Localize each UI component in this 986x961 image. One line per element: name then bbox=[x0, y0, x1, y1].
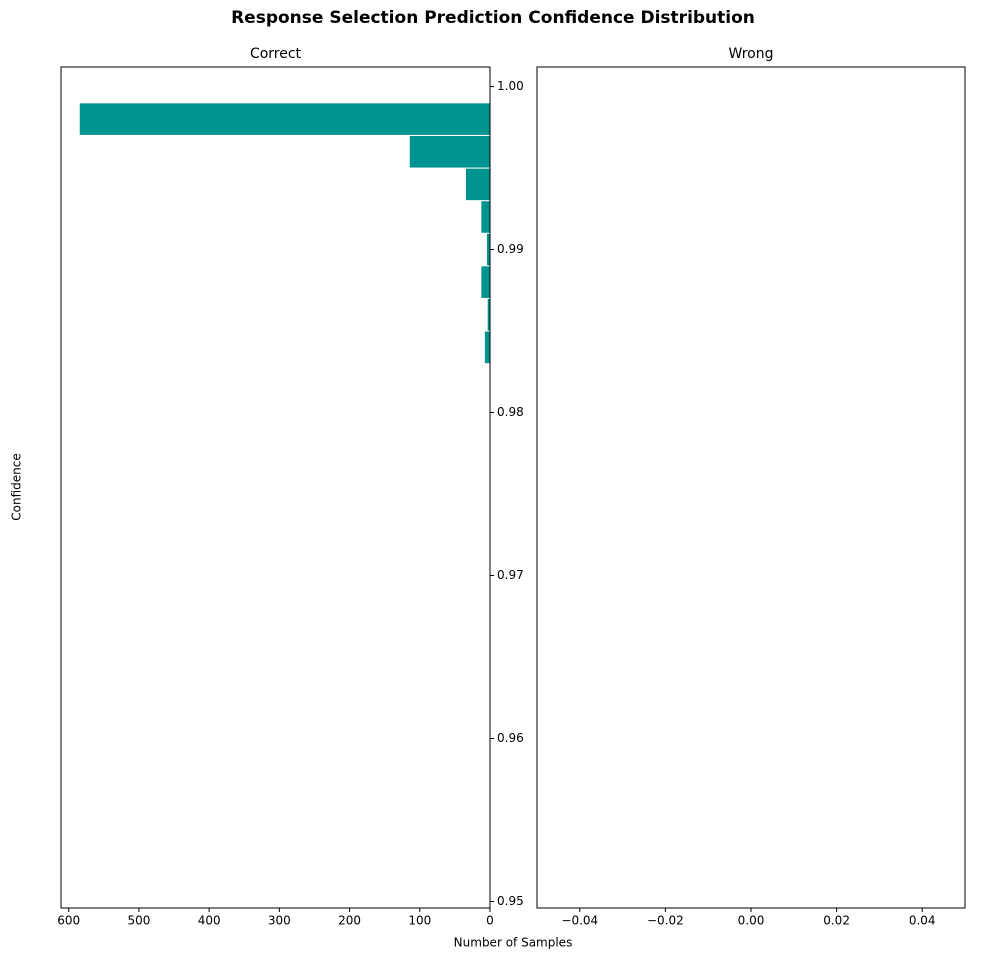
y-tick-label: 0.98 bbox=[497, 405, 524, 419]
bar bbox=[408, 134, 491, 169]
bar bbox=[480, 265, 491, 299]
bar bbox=[480, 200, 491, 234]
bar bbox=[464, 167, 491, 202]
x-tick-label: 300 bbox=[268, 914, 291, 928]
y-tick-label: 0.96 bbox=[497, 731, 524, 745]
x-tick-label: 0.00 bbox=[738, 914, 765, 928]
x-tick-label: 600 bbox=[57, 914, 80, 928]
x-tick-label: 200 bbox=[338, 914, 361, 928]
x-tick-label: −0.02 bbox=[647, 914, 684, 928]
bar bbox=[483, 330, 491, 365]
x-tick-label: 100 bbox=[408, 914, 431, 928]
panel-title: Wrong bbox=[729, 46, 774, 62]
plot-frame bbox=[60, 66, 491, 909]
y-tick-label: 0.97 bbox=[497, 568, 524, 582]
x-tick-label: 500 bbox=[127, 914, 150, 928]
x-axis-label: Number of Samples bbox=[454, 936, 573, 950]
x-tick-label: 0 bbox=[486, 914, 494, 928]
y-axis-label: Confidence bbox=[10, 453, 24, 520]
figure-title: Response Selection Prediction Confidence… bbox=[231, 8, 755, 28]
x-tick-label: 400 bbox=[198, 914, 221, 928]
y-tick-label: 1.00 bbox=[497, 79, 524, 93]
y-tick-label: 0.95 bbox=[497, 894, 524, 908]
bar bbox=[78, 102, 491, 136]
plot-frame bbox=[536, 66, 966, 909]
x-tick-label: 0.02 bbox=[823, 914, 850, 928]
panel-title: Correct bbox=[250, 46, 302, 62]
y-tick-label: 0.99 bbox=[497, 242, 524, 256]
bar bbox=[485, 232, 491, 267]
x-tick-label: −0.04 bbox=[561, 914, 598, 928]
x-tick-label: 0.04 bbox=[909, 914, 936, 928]
